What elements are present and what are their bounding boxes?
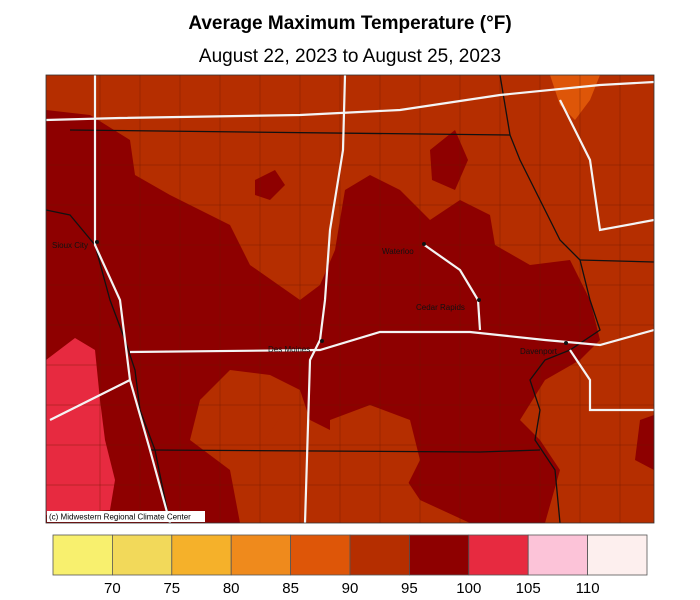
city-markers: Sioux City Waterloo Cedar Rapids Des Moi… — [52, 240, 568, 356]
roads — [46, 75, 654, 523]
legend-tick-label: 70 — [104, 580, 121, 597]
legend-tick-label: 90 — [342, 580, 359, 597]
city-label: Waterloo — [382, 247, 414, 256]
legend-swatch — [527, 534, 589, 576]
warm-pocket — [330, 405, 420, 500]
county-lines — [46, 75, 654, 523]
legend-swatch — [52, 534, 113, 576]
legend-swatch — [290, 534, 351, 576]
legend: 70 75 80 85 90 95 100 105 110 — [52, 534, 648, 597]
very-hot-area — [46, 338, 115, 515]
legend-tick-label: 105 — [516, 580, 541, 597]
legend-swatch — [230, 534, 291, 576]
legend-swatch — [408, 534, 470, 576]
legend-tick-label: 95 — [401, 580, 418, 597]
legend-swatch — [468, 534, 529, 576]
legend-swatch — [587, 534, 648, 576]
legend-tick-label: 75 — [163, 580, 180, 597]
hot-pocket — [255, 170, 285, 200]
legend-swatch — [349, 534, 410, 576]
city-dot — [422, 242, 426, 246]
map-frame — [45, 74, 655, 524]
legend-tick-label: 85 — [282, 580, 299, 597]
subtitle: August 22, 2023 to August 25, 2023 — [199, 46, 501, 67]
city-label: Sioux City — [52, 241, 88, 250]
legend-swatch — [112, 534, 173, 576]
city-label: Des Moines — [268, 345, 310, 354]
state-borders — [46, 75, 654, 523]
city-label: Cedar Rapids — [416, 303, 465, 312]
city-dot — [477, 298, 481, 302]
hot-pocket — [635, 415, 654, 470]
credit-box — [47, 511, 205, 522]
legend-tick-label: 80 — [223, 580, 240, 597]
legend-tick-label: 100 — [456, 580, 481, 597]
legend-swatch — [171, 534, 232, 576]
hot-pocket — [430, 130, 468, 190]
map — [46, 75, 654, 523]
legend-tick-label: 110 — [576, 580, 600, 597]
warm-pocket — [200, 375, 285, 460]
city-label: Davenport — [520, 347, 558, 356]
city-dot — [320, 339, 324, 343]
title: Average Maximum Temperature (°F) — [188, 13, 511, 34]
city-dot — [95, 240, 99, 244]
credit: (c) Midwestern Regional Climate Center — [49, 513, 191, 522]
city-dot — [564, 341, 568, 345]
